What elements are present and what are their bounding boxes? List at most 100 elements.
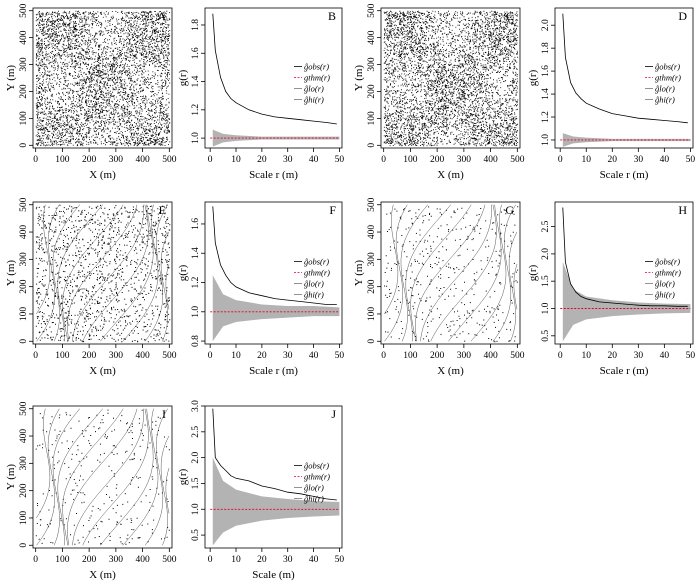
contour-line xyxy=(160,435,170,546)
x-tick-label: 40 xyxy=(660,351,670,361)
x-axis-label: Scale r (m) xyxy=(600,365,649,377)
y-axis-label: g(r) xyxy=(177,468,189,485)
series-observed-line xyxy=(562,207,688,307)
contour-line xyxy=(513,263,518,310)
x-tick-label: 0 xyxy=(33,351,38,361)
plot-frame xyxy=(380,201,521,345)
y-tick-label: 2.0 xyxy=(191,451,201,463)
contour-line xyxy=(62,408,124,546)
y-tick-label: 300 xyxy=(367,252,377,267)
y-tick-label: 200 xyxy=(19,279,29,294)
x-axis-label: X (m) xyxy=(89,569,116,581)
plot-frame xyxy=(204,201,343,345)
y-axis-label: Y (m) xyxy=(5,464,17,491)
x-tick-label: 0 xyxy=(381,351,386,361)
y-tick-label: 1.5 xyxy=(191,477,201,489)
contour-line xyxy=(508,231,518,342)
x-tick-label: 10 xyxy=(231,351,241,361)
contour-line xyxy=(122,204,159,342)
panel-letter: B xyxy=(328,9,336,23)
x-tick-label: 40 xyxy=(309,555,319,565)
y-axis-label: g(r) xyxy=(177,264,189,281)
legend-entry: gthm(r) xyxy=(655,73,681,83)
y-tick-label: 400 xyxy=(367,225,377,240)
contour-line xyxy=(400,204,428,342)
legend-entry: ĝhi(r) xyxy=(304,493,324,503)
x-tick-label: 200 xyxy=(82,351,97,361)
contour-line xyxy=(36,204,60,342)
x-tick-label: 500 xyxy=(510,155,525,165)
y-tick-label: 500 xyxy=(19,3,29,17)
contour-line xyxy=(144,204,168,342)
y-tick-label: 1.6 xyxy=(541,65,551,77)
y-tick-label: 400 xyxy=(19,30,29,45)
contour-line xyxy=(52,408,80,546)
series-observed-line xyxy=(212,408,337,501)
panel-e-axes: 0 100 200 300 400 500 0 100 200 300 400 500 X (m) Y (… xyxy=(5,197,177,377)
panel-h-plot xyxy=(560,207,691,342)
x-axis-label: X (m) xyxy=(437,169,464,181)
contour-line xyxy=(410,204,472,342)
point-pattern xyxy=(383,10,519,147)
y-tick-label: 100 xyxy=(367,307,377,322)
contour-line xyxy=(82,408,149,546)
legend-entry: ĝhi(r) xyxy=(304,95,324,105)
x-tick-label: 30 xyxy=(634,351,644,361)
y-tick-label: 1.4 xyxy=(541,88,551,100)
y-tick-label: 1.2 xyxy=(541,111,551,123)
x-tick-label: 40 xyxy=(309,155,319,165)
x-tick-label: 0 xyxy=(381,155,386,165)
x-tick-label: 200 xyxy=(430,351,445,361)
y-tick-label: 1.0 xyxy=(541,302,551,314)
plot-frame xyxy=(554,7,694,149)
contour-line xyxy=(72,408,144,546)
legend-entry: gthm(r) xyxy=(655,267,681,277)
panel-letter: G xyxy=(505,203,514,217)
x-tick-label: 20 xyxy=(257,155,267,165)
y-axis-label: Y (m) xyxy=(353,65,365,92)
x-tick-label: 300 xyxy=(109,155,124,165)
contour-line xyxy=(36,204,51,315)
x-tick-label: 400 xyxy=(483,155,498,165)
panel-f-plot xyxy=(210,206,340,342)
y-tick-label: 500 xyxy=(367,197,377,212)
contour-line xyxy=(67,408,138,546)
plot-frame xyxy=(32,201,173,345)
contour-line xyxy=(405,204,451,342)
x-axis-label: Scale r (m) xyxy=(249,365,298,377)
panel-c-axes: 0 100 200 300 400 500 0 100 200 300 400 500 X (m) Y (… xyxy=(353,3,525,181)
x-tick-label: 300 xyxy=(457,351,472,361)
x-tick-label: 300 xyxy=(109,555,124,565)
legend-entry: ĝlo(r) xyxy=(304,482,324,492)
x-tick-label: 500 xyxy=(162,155,177,165)
point-pattern xyxy=(35,10,171,147)
y-tick-label: 2.0 xyxy=(541,248,551,260)
contour-line xyxy=(67,204,138,342)
y-tick-label: 400 xyxy=(19,429,29,444)
panel-letter: F xyxy=(329,203,336,217)
panel-g-axes: 0 100 200 300 400 500 0 100 200 300 400 500 X (m) Y (… xyxy=(353,197,525,377)
envelope-band xyxy=(562,262,691,342)
y-tick-label: 1.2 xyxy=(191,276,201,288)
y-tick-label: 1.0 xyxy=(191,503,201,515)
panel-a-points xyxy=(35,10,171,147)
envelope-band xyxy=(212,275,340,342)
plot-frame xyxy=(32,7,173,149)
legend-entry: ĝobs(r) xyxy=(304,62,329,72)
contour-line xyxy=(144,408,168,546)
x-tick-label: 30 xyxy=(283,351,293,361)
x-tick-label: 400 xyxy=(135,555,150,565)
x-tick-label: 500 xyxy=(510,351,525,361)
y-tick-label: 1.6 xyxy=(191,47,201,59)
y-tick-label: 1.4 xyxy=(191,75,201,87)
panel-letter: E xyxy=(159,203,166,217)
legend: ĝobs(r)gthm(r)ĝlo(r)ĝhi(r) xyxy=(645,62,681,105)
panel-i-axes: 0 100 200 300 400 500 0 100 200 300 400 500 X (m) Y (… xyxy=(5,401,177,581)
x-tick-label: 20 xyxy=(257,351,267,361)
legend-entry: ĝhi(r) xyxy=(655,289,675,299)
y-tick-label: 0 xyxy=(367,339,377,344)
legend-entry: ĝlo(r) xyxy=(304,84,324,94)
x-tick-label: 20 xyxy=(608,351,618,361)
legend-entry: gthm(r) xyxy=(304,73,330,83)
x-tick-label: 50 xyxy=(686,155,696,165)
